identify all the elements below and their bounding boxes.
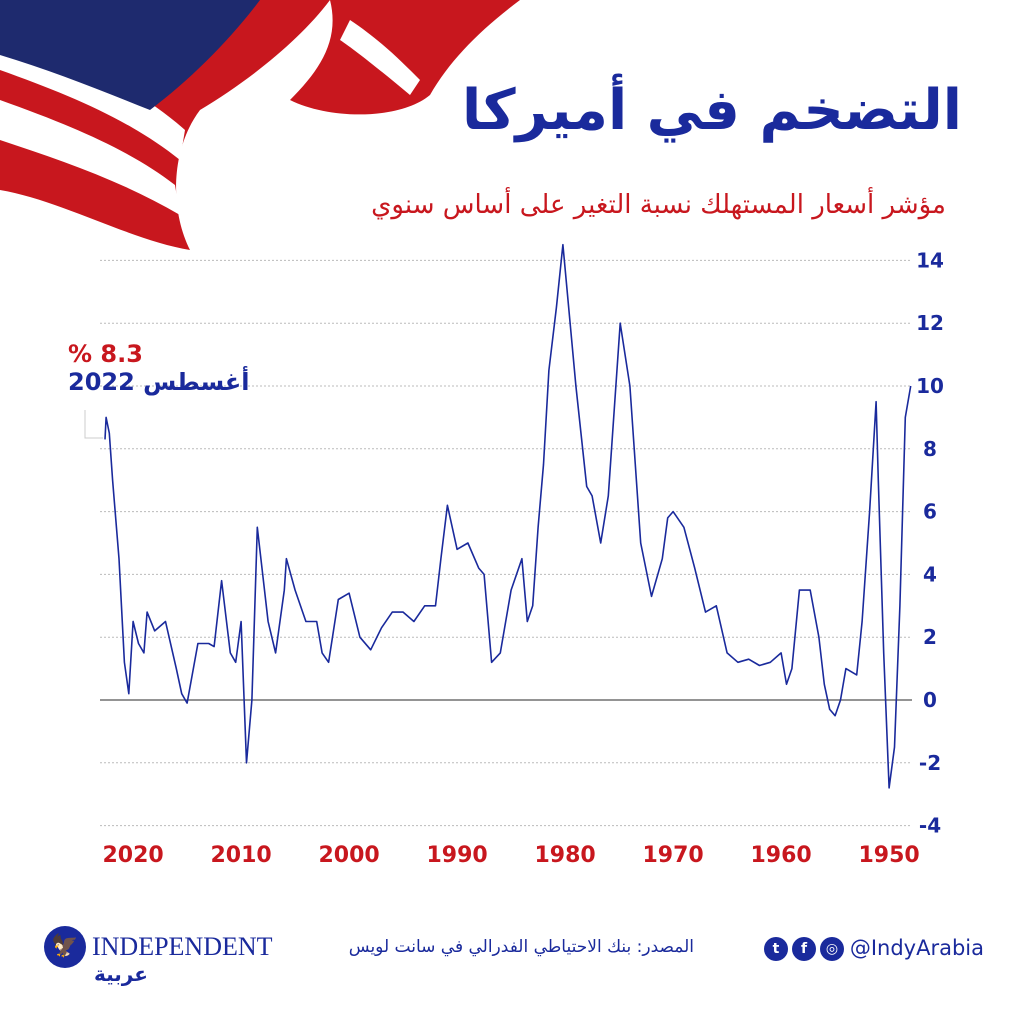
cpi-series-line [104, 243, 912, 789]
y-tick-label: 6 [923, 500, 937, 524]
page-subtitle: مؤشر أسعار المستهلك نسبة التغير على أساس… [371, 190, 946, 220]
x-tick-label: 2010 [210, 843, 271, 868]
y-tick-label: 4 [923, 562, 937, 586]
x-tick-label: 1980 [534, 843, 595, 868]
y-tick-label: -2 [919, 751, 941, 775]
facebook-icon[interactable]: f [792, 937, 816, 961]
x-tick-label: 2020 [102, 843, 163, 868]
logo-arabic: عربية [94, 962, 148, 986]
twitter-icon[interactable]: t [764, 937, 788, 961]
y-tick-label: 0 [923, 688, 937, 712]
annotation-leader [84, 410, 103, 439]
social-handle[interactable]: @IndyArabia [849, 936, 984, 960]
x-tick-label: 1970 [642, 843, 703, 868]
y-tick-label: 2 [923, 625, 937, 649]
annotation-value: % 8.3 [68, 340, 143, 368]
source-note: المصدر: بنك الاحتياطي الفدرالي في سانت ل… [348, 937, 694, 957]
y-tick-label: 12 [916, 311, 944, 335]
us-flag-graphic [0, 0, 520, 250]
y-tick-label: 14 [916, 248, 944, 272]
instagram-icon[interactable]: ◎ [820, 937, 844, 961]
x-tick-label: 2000 [318, 843, 379, 868]
y-tick-label: -4 [919, 814, 941, 838]
x-tick-label: 1990 [426, 843, 487, 868]
y-tick-label: 8 [923, 437, 937, 461]
annotation-date: أغسطس 2022 [68, 368, 250, 396]
page-title: التضخم في أميركا [461, 78, 962, 143]
logo-name: INDEPENDENT [92, 932, 273, 961]
x-tick-label: 1950 [858, 843, 919, 868]
eagle-icon: 🦅 [44, 926, 86, 968]
x-tick-label: 1960 [750, 843, 811, 868]
y-tick-label: 10 [916, 374, 944, 398]
latest-value-annotation: % 8.3 أغسطس 2022 [68, 340, 250, 396]
